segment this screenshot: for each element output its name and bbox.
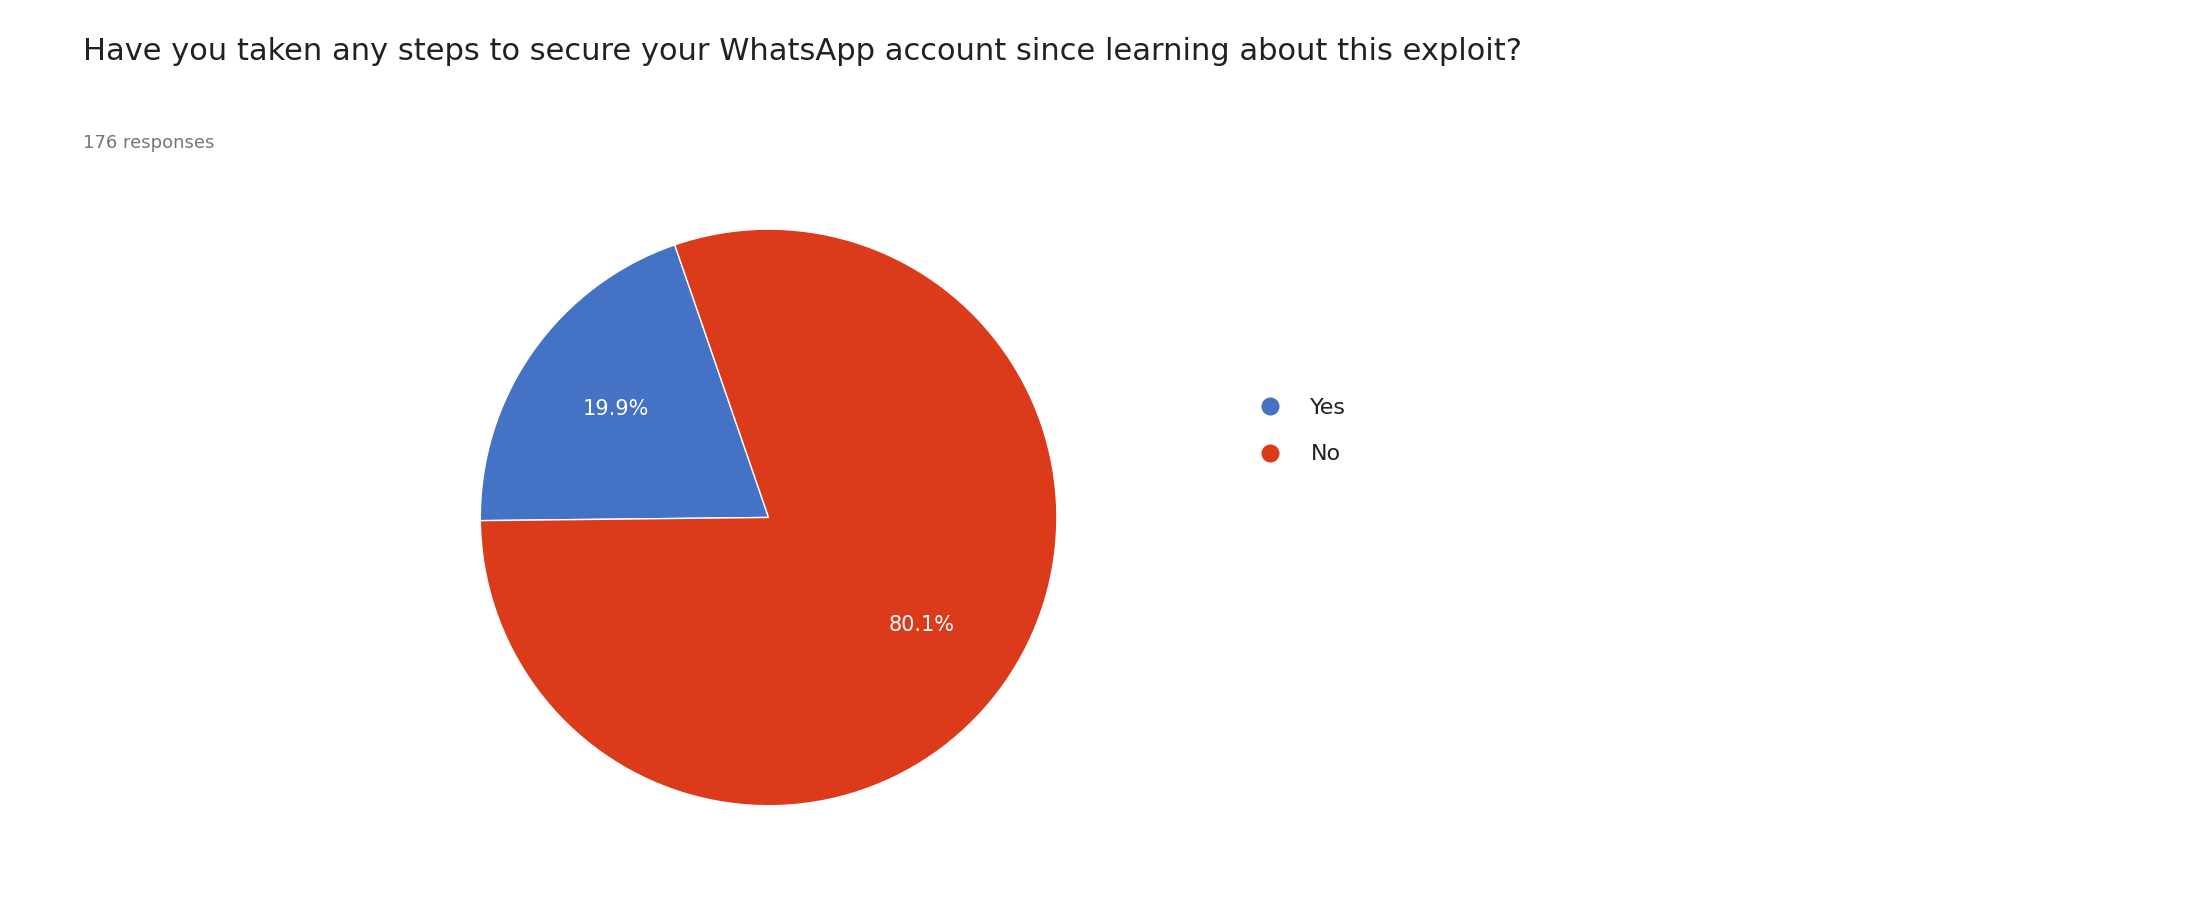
Wedge shape — [481, 245, 769, 520]
Legend: Yes, No: Yes, No — [1247, 397, 1346, 464]
Text: Have you taken any steps to secure your WhatsApp account since learning about th: Have you taken any steps to secure your … — [83, 37, 1522, 66]
Text: 80.1%: 80.1% — [889, 615, 955, 636]
Text: 176 responses: 176 responses — [83, 134, 215, 152]
Text: 19.9%: 19.9% — [582, 399, 648, 419]
Wedge shape — [481, 229, 1056, 806]
